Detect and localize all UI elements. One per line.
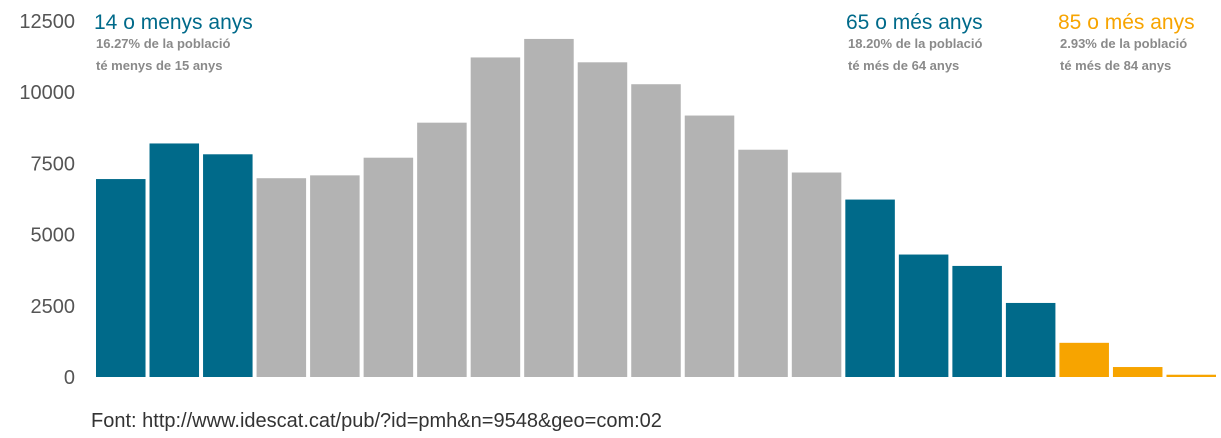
bar-senior bbox=[898, 254, 949, 377]
bar-young bbox=[203, 154, 253, 377]
bar-adult bbox=[470, 57, 521, 377]
annotation-line-1: 16.27% de la població bbox=[96, 36, 230, 51]
annotation-title: 85 o més anys bbox=[1058, 11, 1195, 34]
annotation-line-2: té menys de 15 anys bbox=[96, 58, 222, 73]
bar-young bbox=[149, 143, 200, 377]
y-tick-label: 10000 bbox=[19, 82, 75, 104]
bar-senior bbox=[845, 199, 895, 377]
bar-senior bbox=[1005, 302, 1056, 377]
bar-adult bbox=[524, 38, 574, 377]
y-tick-label: 0 bbox=[64, 367, 75, 389]
bar-elderly bbox=[1112, 367, 1163, 377]
annotation-line-1: 2.93% de la població bbox=[1060, 36, 1187, 51]
annotations: 14 o menys anys 16.27% de la població té m… bbox=[94, 11, 1195, 73]
bar-adult bbox=[417, 122, 467, 377]
bar-adult bbox=[577, 62, 628, 378]
source-note: Font: http://www.idescat.cat/pub/?id=pmh… bbox=[91, 410, 662, 432]
bar-adult bbox=[684, 115, 735, 378]
bars bbox=[96, 38, 1216, 378]
annotation-title: 14 o menys anys bbox=[94, 11, 253, 34]
annotation-line-2: té més de 84 anys bbox=[1060, 58, 1171, 73]
bar-elderly bbox=[1059, 342, 1109, 377]
y-tick-label: 7500 bbox=[31, 153, 76, 175]
bar-adult bbox=[791, 172, 842, 377]
bar-senior bbox=[952, 265, 1002, 377]
bar-adult bbox=[738, 149, 788, 377]
annotation-line-2: té més de 64 anys bbox=[848, 58, 959, 73]
y-tick-label: 12500 bbox=[19, 11, 75, 33]
y-tick-label: 2500 bbox=[31, 296, 76, 318]
bar-elderly bbox=[1166, 374, 1216, 377]
y-tick-label: 5000 bbox=[31, 225, 76, 247]
bar-adult bbox=[310, 175, 360, 377]
bar-adult bbox=[631, 84, 681, 377]
y-axis: 0 2500 5000 7500 10000 12500 bbox=[19, 11, 75, 389]
bar-adult bbox=[363, 157, 414, 377]
annotation-line-1: 18.20% de la població bbox=[848, 36, 982, 51]
bar-adult bbox=[256, 178, 307, 377]
bar-young bbox=[96, 179, 146, 377]
annotation-title: 65 o més anys bbox=[846, 11, 983, 34]
